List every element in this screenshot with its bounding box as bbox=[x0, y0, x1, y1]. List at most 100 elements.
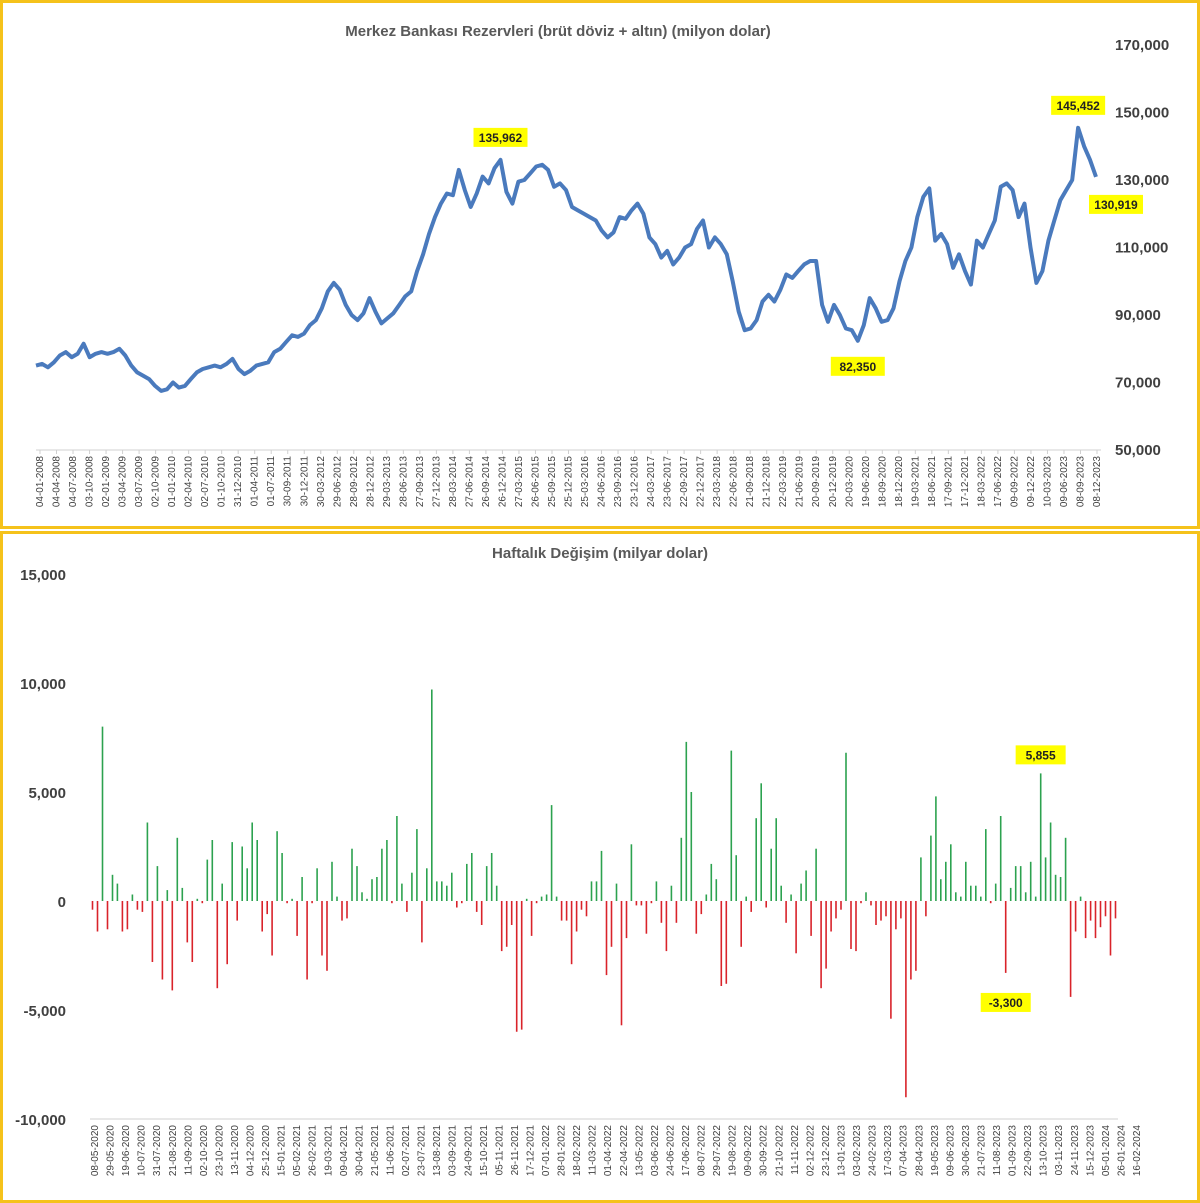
value-callout: 5,855 bbox=[1015, 745, 1066, 765]
x-tick-label: 17-06-2022 bbox=[681, 1125, 692, 1177]
x-tick-label: 09-12-2022 bbox=[1026, 456, 1037, 508]
x-tick-label: 08-12-2023 bbox=[1092, 456, 1103, 508]
x-tick-label: 23-03-2018 bbox=[712, 456, 723, 508]
x-tick-label: 22-03-2019 bbox=[778, 456, 789, 508]
x-tick-label: 30-09-2011 bbox=[283, 456, 294, 507]
x-tick-label: 15-01-2021 bbox=[277, 1125, 288, 1177]
x-tick-label: 19-05-2023 bbox=[930, 1125, 941, 1177]
x-tick-label: 03-04-2009 bbox=[118, 456, 129, 508]
x-tick-label: 04-07-2008 bbox=[68, 456, 79, 508]
x-tick-label: 22-09-2023 bbox=[1023, 1125, 1034, 1177]
x-tick-label: 03-07-2009 bbox=[134, 456, 145, 508]
x-tick-label: 17-09-2021 bbox=[943, 456, 954, 508]
x-tick-label: 10-07-2020 bbox=[137, 1125, 148, 1177]
callout-label: 130,919 bbox=[1094, 198, 1138, 212]
x-tick-label: 28-03-2014 bbox=[448, 456, 459, 508]
x-tick-label: 24-11-2023 bbox=[1070, 1125, 1081, 1176]
x-tick-label: 31-12-2010 bbox=[233, 456, 244, 508]
x-tick-label: 29-05-2020 bbox=[106, 1125, 117, 1177]
x-tick-label: 01-04-2011 bbox=[250, 456, 261, 507]
x-tick-label: 23-07-2021 bbox=[417, 1125, 428, 1177]
x-tick-label: 21-05-2021 bbox=[370, 1125, 381, 1177]
x-tick-label: 23-10-2020 bbox=[214, 1125, 225, 1177]
x-tick-label: 11-03-2022 bbox=[588, 1125, 599, 1176]
x-tick-label: 13-08-2021 bbox=[432, 1125, 443, 1177]
x-tick-label: 21-12-2018 bbox=[762, 456, 773, 508]
x-tick-label: 23-12-2016 bbox=[630, 456, 641, 508]
y-tick-label: 130,000 bbox=[1115, 172, 1169, 189]
x-tick-label: 03-06-2022 bbox=[650, 1125, 661, 1177]
x-tick-label: 13-11-2020 bbox=[230, 1125, 241, 1176]
callout-label: -3,300 bbox=[989, 996, 1023, 1010]
x-tick-label: 21-09-2018 bbox=[745, 456, 756, 508]
x-tick-label: 23-12-2022 bbox=[821, 1125, 832, 1177]
x-tick-label: 04-12-2020 bbox=[246, 1125, 257, 1177]
y-tick-label: -5,000 bbox=[23, 1003, 66, 1020]
x-tick-label: 01-09-2023 bbox=[1008, 1125, 1019, 1177]
x-tick-label: 22-09-2017 bbox=[679, 456, 690, 508]
x-tick-label: 07-04-2023 bbox=[899, 1125, 910, 1177]
reserves-series-line bbox=[35, 125, 1098, 393]
value-callout: 135,962 bbox=[473, 127, 528, 147]
x-tick-label: 09-06-2023 bbox=[1059, 456, 1070, 508]
x-tick-label: 10-03-2023 bbox=[1042, 456, 1053, 508]
x-tick-label: 09-06-2023 bbox=[945, 1125, 956, 1177]
x-tick-label: 30-06-2023 bbox=[961, 1125, 972, 1177]
x-tick-label: 15-10-2021 bbox=[479, 1125, 490, 1177]
x-tick-label: 26-01-2024 bbox=[1116, 1125, 1127, 1177]
x-tick-label: 19-06-2020 bbox=[121, 1125, 132, 1177]
x-tick-label: 28-06-2013 bbox=[398, 456, 409, 508]
y-tick-label: -10,000 bbox=[15, 1112, 66, 1129]
x-tick-label: 13-10-2023 bbox=[1039, 1125, 1050, 1177]
weekly-change-bar-chart: Haftalık Değişim (milyar dolar) 15,000 10… bbox=[15, 545, 1143, 1177]
x-tick-label: 30-03-2012 bbox=[316, 456, 327, 508]
x-tick-label: 11-11-2022 bbox=[790, 1125, 801, 1175]
x-tick-label: 02-04-2010 bbox=[184, 456, 195, 508]
x-tick-label: 26-12-2014 bbox=[497, 456, 508, 508]
x-tick-label: 19-03-2021 bbox=[323, 1125, 334, 1177]
callout-background bbox=[1089, 194, 1143, 214]
value-callout: 145,452 bbox=[1051, 95, 1106, 115]
x-tick-label: 08-09-2023 bbox=[1075, 456, 1086, 508]
x-tick-label: 03-09-2021 bbox=[448, 1125, 459, 1177]
x-tick-label: 22-04-2022 bbox=[619, 1125, 630, 1177]
x-tick-label: 26-02-2021 bbox=[308, 1125, 319, 1177]
x-tick-label: 02-10-2009 bbox=[151, 456, 162, 508]
x-tick-label: 17-12-2021 bbox=[525, 1125, 536, 1177]
x-tick-label: 01-04-2022 bbox=[603, 1125, 614, 1177]
y-tick-label: 15,000 bbox=[20, 567, 66, 584]
callout-label: 145,452 bbox=[1056, 99, 1100, 113]
x-tick-label: 09-09-2022 bbox=[1009, 456, 1020, 508]
callout-background bbox=[1015, 745, 1066, 765]
x-tick-label: 07-01-2022 bbox=[541, 1125, 552, 1177]
x-tick-label: 29-03-2013 bbox=[382, 456, 393, 508]
weekly-change-chart-panel: Haftalık Değişim (milyar dolar) 15,000 10… bbox=[0, 531, 1200, 1203]
x-tick-label: 24-06-2022 bbox=[665, 1125, 676, 1177]
x-tick-label: 17-12-2021 bbox=[960, 456, 971, 508]
x-tick-label: 17-03-2023 bbox=[883, 1125, 894, 1177]
x-tick-label: 19-03-2021 bbox=[910, 456, 921, 508]
value-callout: -3,300 bbox=[980, 992, 1031, 1012]
y-tick-label: 110,000 bbox=[1115, 240, 1168, 257]
x-tick-label: 30-04-2021 bbox=[354, 1125, 365, 1177]
x-tick-label: 05-01-2024 bbox=[1101, 1125, 1112, 1177]
x-tick-label: 27-03-2015 bbox=[514, 456, 525, 508]
x-tick-label: 03-10-2008 bbox=[85, 456, 96, 508]
x-tick-label: 19-08-2022 bbox=[728, 1125, 739, 1177]
x-tick-label: 01-10-2010 bbox=[217, 456, 228, 508]
x-tick-label: 27-09-2013 bbox=[415, 456, 426, 508]
x-tick-label: 29-07-2022 bbox=[712, 1125, 723, 1177]
x-tick-label: 13-05-2022 bbox=[634, 1125, 645, 1177]
x-tick-label: 11-08-2023 bbox=[992, 1125, 1003, 1176]
x-tick-label: 21-10-2022 bbox=[774, 1125, 785, 1177]
x-tick-label: 02-12-2022 bbox=[805, 1125, 816, 1177]
x-tick-label: 20-09-2019 bbox=[811, 456, 822, 508]
x-tick-label: 02-10-2020 bbox=[199, 1125, 210, 1177]
x-tick-label: 22-06-2018 bbox=[729, 456, 740, 508]
callout-label: 135,962 bbox=[479, 131, 523, 145]
y-tick-label: 0 bbox=[58, 894, 66, 911]
x-tick-label: 19-06-2020 bbox=[861, 456, 872, 508]
x-tick-label: 23-06-2017 bbox=[663, 456, 674, 508]
x-tick-label: 05-02-2021 bbox=[292, 1125, 303, 1177]
x-tick-label: 28-01-2022 bbox=[557, 1125, 568, 1177]
